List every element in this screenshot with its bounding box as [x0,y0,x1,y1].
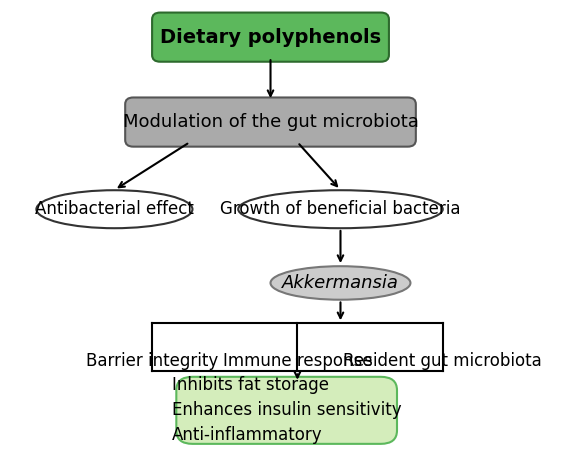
Text: Dietary polyphenols: Dietary polyphenols [160,28,381,47]
Text: Immune response: Immune response [223,352,372,370]
FancyBboxPatch shape [152,13,389,62]
Text: Resident gut microbiota: Resident gut microbiota [343,352,542,370]
FancyBboxPatch shape [125,98,416,147]
Text: Modulation of the gut microbiota: Modulation of the gut microbiota [123,113,419,131]
Text: Growth of beneficial bacteria: Growth of beneficial bacteria [220,200,461,218]
Ellipse shape [238,190,443,228]
FancyBboxPatch shape [176,377,397,444]
Text: Barrier integrity: Barrier integrity [86,352,218,370]
Ellipse shape [270,266,410,300]
Ellipse shape [37,190,192,228]
Text: Akkermansia: Akkermansia [282,274,399,292]
Text: Antibacterial effect: Antibacterial effect [35,200,194,218]
Text: Inhibits fat storage
Enhances insulin sensitivity
Anti-inflammatory: Inhibits fat storage Enhances insulin se… [172,376,401,444]
